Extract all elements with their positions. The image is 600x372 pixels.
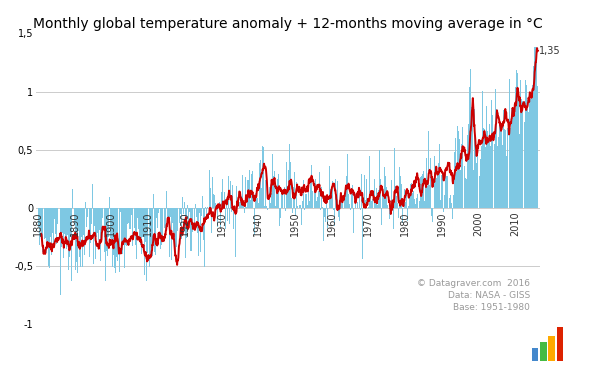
- Text: 1980: 1980: [400, 211, 410, 235]
- Text: 1960: 1960: [327, 211, 337, 235]
- Text: 1950: 1950: [290, 211, 300, 236]
- Text: 1930: 1930: [217, 211, 227, 235]
- Text: 2010: 2010: [511, 211, 520, 236]
- Bar: [548, 336, 555, 361]
- Text: 1890: 1890: [70, 211, 80, 235]
- Text: 1900: 1900: [106, 211, 116, 235]
- Title: Monthly global temperature anomaly + 12-months moving average in °C: Monthly global temperature anomaly + 12-…: [33, 17, 543, 31]
- Text: 2000: 2000: [473, 211, 484, 236]
- Text: © Datagraver.com  2016
Data: NASA - GISS
Base: 1951-1980: © Datagraver.com 2016 Data: NASA - GISS …: [417, 279, 530, 312]
- Text: 1920: 1920: [180, 211, 190, 236]
- Bar: [540, 342, 547, 361]
- Text: 1990: 1990: [437, 211, 447, 235]
- Text: 1970: 1970: [364, 211, 373, 236]
- Bar: [532, 348, 538, 361]
- Text: 1940: 1940: [253, 211, 263, 235]
- Text: 1910: 1910: [143, 211, 153, 235]
- Text: 1,35: 1,35: [539, 46, 561, 56]
- Text: 1880: 1880: [33, 211, 43, 235]
- Bar: [557, 327, 563, 361]
